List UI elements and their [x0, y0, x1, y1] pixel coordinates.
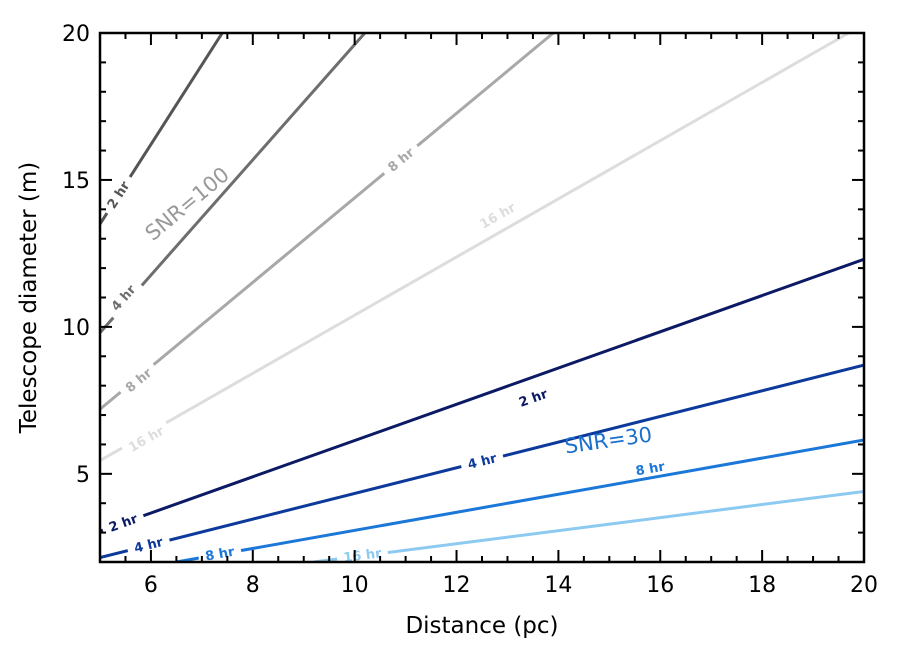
group-label-snr30: SNR=30: [563, 422, 653, 458]
x-tick-label: 16: [646, 573, 674, 598]
y-axis-label: Telescope diameter (m): [16, 162, 42, 435]
contour-label-snr100-3-b: 16 hr: [119, 418, 172, 459]
contour-label-snr30-0-b: 2 hr: [100, 507, 146, 538]
y-tick-label: 10: [62, 316, 90, 341]
series-line-snr30-8hr: [176, 438, 864, 562]
contour-label-text: 2 hr: [517, 387, 550, 411]
contour-label-text: 4 hr: [133, 535, 166, 557]
axes-layer: 6 8 10 12 14 16 18 20 5 10 15 20 Distance (pc) Telesc…: [16, 22, 878, 639]
contour-label-snr30-3: 16 hr: [335, 543, 389, 566]
x-tick-label: 12: [443, 573, 471, 598]
x-tick-label: 10: [341, 573, 369, 598]
contour-label-snr30-0: 2 hr: [509, 382, 556, 413]
series-line-snr30-2hr: [100, 257, 864, 533]
contour-label-text: 16 hr: [126, 424, 167, 456]
contour-label-snr30-2: 8 hr: [627, 456, 673, 480]
contour-label-text: 16 hr: [343, 546, 383, 566]
contour-label-text: 8 hr: [635, 459, 667, 479]
contour-label-snr30-1: 4 hr: [459, 447, 505, 474]
x-tick-label: 8: [246, 573, 260, 598]
series-line-snr100-16hr: [100, 33, 850, 462]
contour-label-text: 2 hr: [107, 512, 140, 536]
contour-label-snr100-1: 4 hr: [102, 276, 144, 319]
contour-label-snr100-2: 8 hr: [378, 139, 423, 180]
contour-label-text: 4 hr: [466, 451, 499, 473]
contour-label-snr30-1-b: 4 hr: [125, 531, 172, 558]
x-axis-label: Distance (pc): [405, 613, 558, 639]
y-tick-label: 5: [76, 463, 90, 488]
series-line-snr100-4hr: [100, 33, 366, 334]
contour-label-text: 16 hr: [478, 200, 519, 232]
series-line-snr30-16hr: [313, 489, 864, 562]
x-tick-label: 14: [544, 573, 572, 598]
plot-frame: [98, 31, 866, 564]
contour-label-snr100-3: 16 hr: [471, 195, 524, 235]
x-tick-label: 18: [748, 573, 776, 598]
series-line-snr100-8hr: [100, 33, 555, 411]
y-tick-label: 15: [62, 169, 90, 194]
x-tick-label: 20: [850, 573, 878, 598]
contour-label-snr100-2-b: 8 hr: [116, 359, 160, 400]
y-tick-label: 20: [62, 22, 90, 47]
x-tick-label: 6: [144, 573, 158, 598]
